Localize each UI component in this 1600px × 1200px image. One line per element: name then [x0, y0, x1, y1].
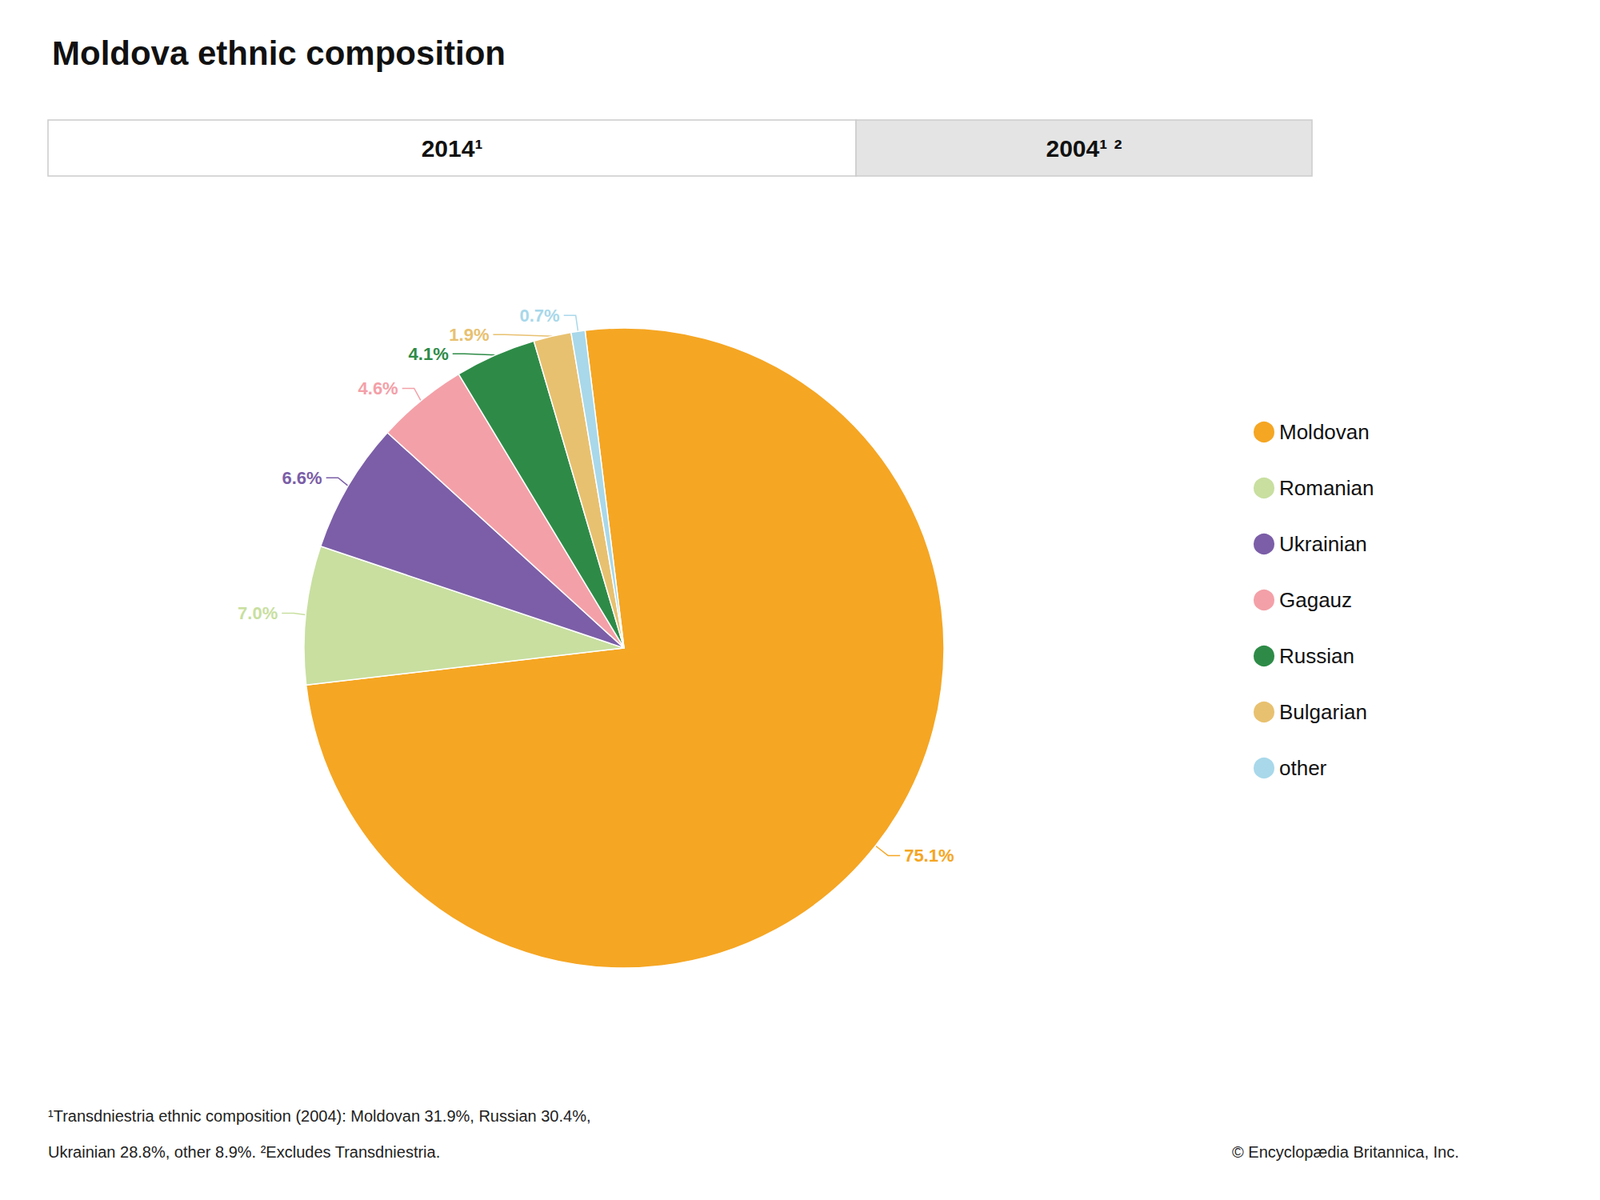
svg-text:1.9%: 1.9%: [448, 324, 489, 345]
svg-text:6.6%: 6.6%: [282, 468, 323, 488]
svg-text:2004¹ ²: 2004¹ ²: [1045, 135, 1122, 162]
svg-text:0.7%: 0.7%: [520, 305, 560, 326]
svg-text:7.0%: 7.0%: [237, 603, 278, 624]
svg-text:75.1%: 75.1%: [904, 845, 954, 866]
svg-text:Ukrainian 28.8%, other 8.9%. ²: Ukrainian 28.8%, other 8.9%. ²Excludes T…: [48, 1143, 440, 1161]
svg-text:4.6%: 4.6%: [358, 378, 399, 399]
svg-text:Moldova ethnic composition: Moldova ethnic composition: [52, 34, 506, 72]
svg-text:Russian: Russian: [1279, 644, 1355, 668]
svg-text:4.1%: 4.1%: [408, 344, 449, 364]
svg-text:¹Transdniestria ethnic composi: ¹Transdniestria ethnic composition (2004…: [48, 1107, 592, 1125]
svg-text:Romanian: Romanian: [1279, 476, 1375, 500]
svg-text:2014¹: 2014¹: [421, 135, 484, 162]
svg-text:© Encyclopædia Britannica, Inc: © Encyclopædia Britannica, Inc.: [1232, 1143, 1460, 1161]
svg-text:Bulgarian: Bulgarian: [1279, 700, 1368, 724]
svg-text:Moldovan: Moldovan: [1279, 420, 1370, 444]
svg-text:Gagauz: Gagauz: [1279, 588, 1352, 612]
svg-text:Ukrainian: Ukrainian: [1279, 532, 1368, 556]
svg-text:other: other: [1279, 756, 1328, 780]
